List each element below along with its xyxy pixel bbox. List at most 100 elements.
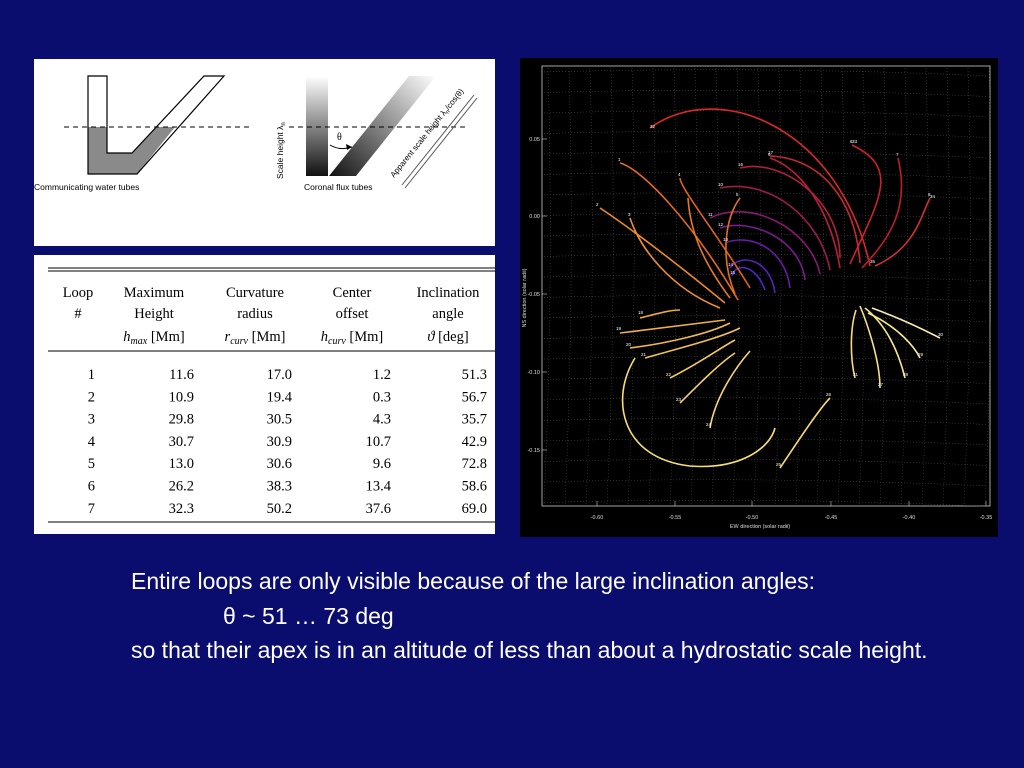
coronal-loop-18 (679, 177, 751, 289)
coronal-loop-24 (669, 339, 736, 379)
table-cell-r3-c2: 30.5 (267, 412, 292, 428)
loop-number-label: 10 (718, 182, 724, 187)
coronal-loop-13 (769, 155, 861, 264)
y-tick-label: -0.15 (527, 448, 540, 454)
loop-number-label: 29 (918, 352, 924, 357)
table-header-3-line3: hcurv [Mm] (321, 329, 384, 347)
loop-number-label: 35 (870, 259, 876, 264)
table-header-4-line2: angle (432, 306, 463, 322)
table-header-0-line2: # (74, 306, 81, 322)
table-cell-r3-c4: 35.7 (462, 412, 487, 428)
coronal-loop-27 (621, 357, 776, 468)
vertical-flux-tube (306, 76, 328, 176)
table-cell-r3-c1: 29.8 (169, 412, 194, 428)
loop-number-label: 28 (903, 372, 909, 377)
grid-parallel (543, 295, 989, 302)
loop-number-label: 27 (878, 382, 884, 387)
table-header-1-line3: hmax [Mm] (123, 329, 184, 347)
grid-parallel (543, 254, 989, 261)
loop-number-label: 5 (736, 192, 739, 197)
apparent-bracket-2 (404, 97, 478, 189)
grid-parallel (543, 459, 989, 466)
table-header-2-line2: radius (237, 306, 273, 322)
table-header-2-line1: Curvature (226, 285, 284, 301)
y-tick-label: 0.05 (529, 137, 540, 143)
table-header-4-line3: ϑ [deg] (427, 329, 468, 345)
table-header-4-line1: Inclination (417, 285, 481, 301)
coronal-loop-16 (629, 217, 721, 309)
table-cell-r5-c0: 5 (88, 456, 95, 472)
loop-number-label: 11 (708, 212, 713, 217)
tube-diagram: Communicating water tubes Coronal flux t… (34, 75, 478, 192)
table-cell-r4-c4: 42.9 (462, 434, 487, 450)
loop-number-label: 3 (628, 212, 631, 217)
table-cell-r2-c0: 2 (88, 389, 95, 405)
table-header-3-line2: offset (336, 306, 369, 322)
grid-parallel (543, 274, 989, 282)
grid-meridian (669, 67, 677, 505)
grid-meridian (585, 67, 593, 505)
grid-meridian (606, 67, 614, 505)
table-cell-r7-c2: 50.2 (267, 501, 292, 517)
inclined-flux-tube (329, 76, 436, 176)
loop-number-label: 15 (730, 270, 736, 275)
loop-number-label: 9 (768, 152, 771, 157)
coronal-loop-12 (739, 165, 841, 259)
coronal-loop-1 (649, 108, 871, 267)
loop-table: Loop # Maximum Height hmax [Mm] Curvature radi… (48, 267, 495, 523)
table-cell-r7-c0: 7 (88, 501, 95, 517)
loop-number-label: 30 (938, 332, 944, 337)
grid-meridian (774, 67, 782, 505)
table-header-1-line1: Maximum (124, 285, 185, 301)
coronal-loop-33 (850, 309, 857, 379)
loop-number-label: 20 (626, 342, 632, 347)
grid-meridian (816, 67, 824, 505)
grid-parallel (543, 479, 989, 487)
loop-plot: -0.60 -0.55 -0.50 -0.45 -0.40 -0.35 0.05 0.00 -0… (522, 65, 992, 530)
table-cell-r6-c1: 26.2 (169, 479, 194, 495)
grid-meridian (837, 67, 845, 505)
grid-parallel (543, 233, 989, 241)
coronal-loop-11 (731, 266, 766, 291)
caption-line-1: Entire loops are only visible because of… (131, 568, 816, 594)
coronal-loop-2 (849, 144, 882, 265)
y-tick-label: 0.00 (529, 214, 540, 220)
loop-number-label: 31 (853, 372, 859, 377)
grid-parallel (543, 377, 989, 384)
coronal-loop-26 (709, 350, 751, 429)
table-cell-r4-c1: 30.7 (169, 434, 194, 450)
x-tick-label: -0.55 (669, 515, 682, 521)
x-tick-label: -0.60 (591, 515, 604, 521)
x-tick-label: -0.50 (746, 515, 759, 521)
grid-meridian (648, 67, 656, 505)
plot-ticks: -0.60 -0.55 -0.50 -0.45 -0.40 -0.35 0.05 0.00 -0… (527, 137, 992, 521)
y-tick-label: -0.05 (527, 292, 540, 298)
caption-line-3: so that their apex is in an altitude of … (131, 637, 928, 663)
grid-meridian (942, 67, 950, 505)
loop-number-label: 13 (723, 237, 729, 242)
loop-table-panel: Loop # Maximum Height hmax [Mm] Curvature radi… (34, 255, 495, 534)
apparent-bracket (401, 94, 475, 186)
grid-parallel (543, 172, 989, 179)
flux-tubes-label: Coronal flux tubes (304, 182, 373, 192)
water-fill (88, 127, 175, 174)
table-cell-r5-c2: 30.6 (267, 456, 292, 472)
table-cell-r6-c2: 38.3 (267, 479, 292, 495)
table-cell-r4-c3: 10.7 (366, 434, 391, 450)
water-tubes-label: Communicating water tubes (34, 182, 139, 192)
plot-frame (541, 65, 991, 507)
loop-number-label: 6 (850, 139, 853, 144)
loop-number-label: 34 (930, 194, 936, 199)
table-cell-r2-c2: 19.4 (267, 389, 293, 405)
plot-loops: 1234567891011121314151617181920212223242… (596, 108, 944, 469)
grid-parallel (543, 356, 989, 364)
coronal-loop-10 (729, 259, 776, 294)
x-tick-label: -0.40 (903, 515, 916, 521)
loop-number-label: 26 (826, 392, 832, 397)
plot-ylabel: NS direction (solar radii) (522, 268, 528, 327)
grid-meridian (900, 67, 908, 505)
grid-parallel (543, 131, 989, 138)
table-cell-r7-c4: 69.0 (462, 501, 487, 517)
loop-number-label: 22 (666, 372, 672, 377)
loop-number-label: 21 (641, 352, 647, 357)
